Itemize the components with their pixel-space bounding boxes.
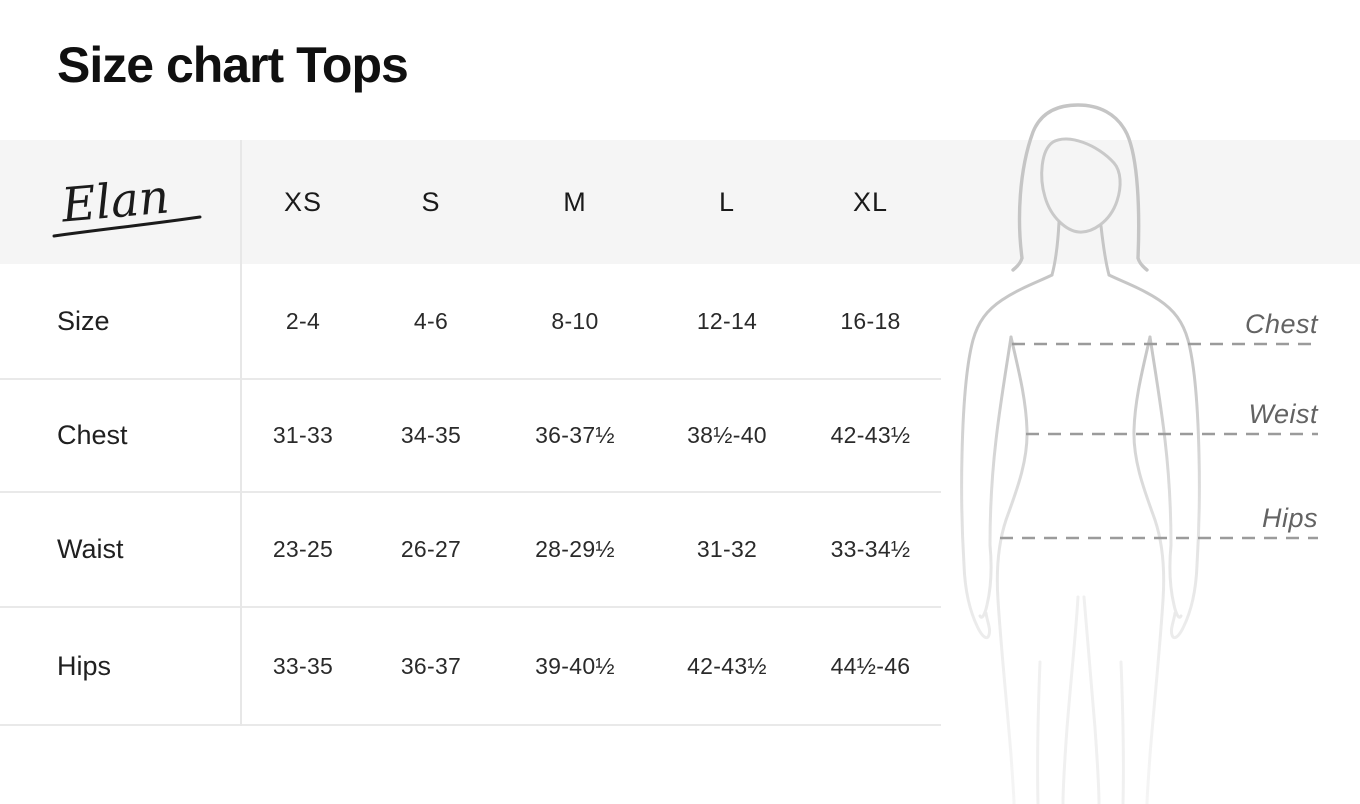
brand-logo: Elan xyxy=(0,140,240,264)
table-vertical-divider xyxy=(240,140,242,726)
waist-measure-label: Weist xyxy=(1248,399,1319,429)
size-xl: 16-18 xyxy=(800,264,941,380)
column-header-s: S xyxy=(421,186,441,217)
figure-torso-left xyxy=(995,335,1029,804)
size-l: 12-14 xyxy=(654,264,800,380)
size-m: 8-10 xyxy=(496,264,654,380)
body-silhouette-figure: Chest Weist Hips xyxy=(960,103,1319,804)
figure-neck xyxy=(1050,220,1111,277)
figure-left-inner-arm xyxy=(978,335,1013,619)
chest-s: 34-35 xyxy=(366,380,496,493)
size-xs: 2-4 xyxy=(240,264,366,380)
hips-xs: 33-35 xyxy=(240,608,366,726)
hips-xl: 44½-46 xyxy=(800,608,941,726)
hips-m: 39-40½ xyxy=(496,608,654,726)
hips-s: 36-37 xyxy=(366,608,496,726)
waist-l: 31-32 xyxy=(654,493,800,608)
column-header-xl: XL xyxy=(852,186,889,217)
hips-l: 42-43½ xyxy=(654,608,800,726)
chest-l: 38½-40 xyxy=(654,380,800,493)
waist-xs: 23-25 xyxy=(240,493,366,608)
figure-face xyxy=(1040,137,1122,234)
row-label-chest: Chest xyxy=(0,380,240,493)
figure-hair xyxy=(1011,103,1149,272)
column-header-m: M xyxy=(563,186,587,217)
figure-left-arm xyxy=(960,273,1054,640)
column-header-l: L xyxy=(718,186,736,217)
chest-xl: 42-43½ xyxy=(800,380,941,493)
page-title: Size chart Tops xyxy=(57,37,409,93)
figure-legs xyxy=(1036,595,1125,804)
waist-s: 26-27 xyxy=(366,493,496,608)
chest-xs: 31-33 xyxy=(240,380,366,493)
chest-measure-label: Chest xyxy=(1245,309,1319,339)
row-label-hips: Hips xyxy=(0,608,240,726)
waist-m: 28-29½ xyxy=(496,493,654,608)
figure-torso-right xyxy=(1132,335,1166,804)
hips-measure-label: Hips xyxy=(1262,503,1318,533)
column-header-xs: XS xyxy=(283,186,323,217)
brand-logo-signature: Elan xyxy=(52,169,202,238)
waist-xl: 33-34½ xyxy=(800,493,941,608)
size-s: 4-6 xyxy=(366,264,496,380)
figure-right-inner-arm xyxy=(1148,335,1183,619)
row-label-size: Size xyxy=(0,264,240,380)
figure-right-arm xyxy=(1107,273,1201,640)
chest-m: 36-37½ xyxy=(496,380,654,493)
row-label-waist: Waist xyxy=(0,493,240,608)
brand-logo-underline xyxy=(52,215,202,238)
size-chart-table: Elan XS S M L XL Size 2-4 4-6 8-10 12-14… xyxy=(0,140,941,726)
